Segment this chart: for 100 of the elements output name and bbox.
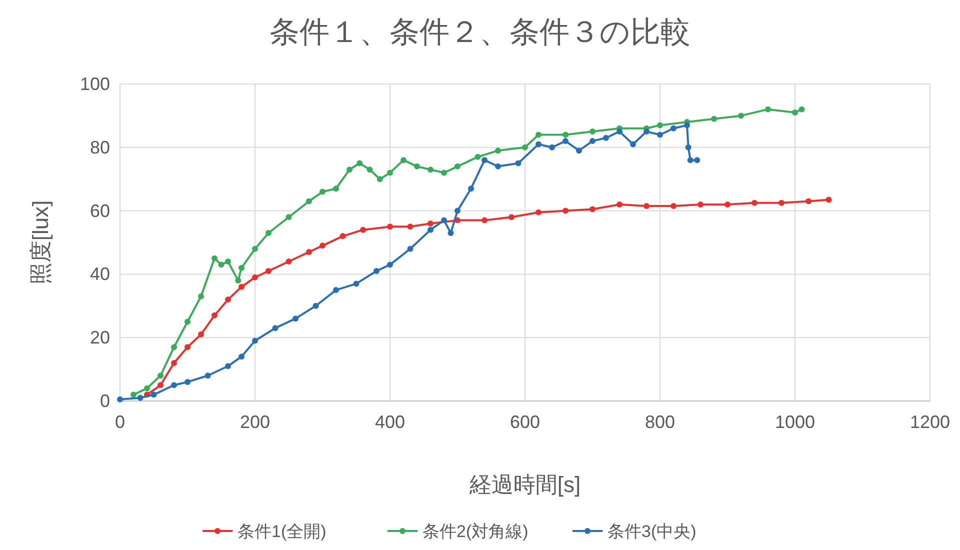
point bbox=[792, 110, 798, 116]
point bbox=[778, 200, 784, 206]
point bbox=[603, 134, 609, 141]
x-tick-label: 600 bbox=[510, 412, 540, 432]
point bbox=[441, 170, 447, 176]
legend-label: 条件3(中央) bbox=[608, 522, 696, 541]
y-tick-label: 60 bbox=[90, 200, 110, 221]
point bbox=[562, 132, 568, 138]
point bbox=[306, 249, 312, 256]
point bbox=[204, 372, 211, 379]
point bbox=[333, 287, 339, 294]
point bbox=[536, 141, 542, 148]
point bbox=[657, 132, 663, 138]
point bbox=[590, 128, 596, 135]
point bbox=[360, 226, 366, 233]
point bbox=[158, 372, 164, 379]
y-tick-label: 100 bbox=[80, 74, 110, 94]
point bbox=[482, 157, 488, 164]
point bbox=[266, 268, 272, 274]
point bbox=[474, 154, 481, 160]
point bbox=[765, 106, 771, 112]
point bbox=[374, 268, 380, 274]
point bbox=[644, 203, 650, 210]
point bbox=[306, 198, 312, 204]
point bbox=[508, 214, 514, 220]
point bbox=[576, 148, 582, 154]
point bbox=[272, 325, 278, 332]
point bbox=[590, 138, 596, 144]
point bbox=[826, 196, 832, 203]
y-tick-label: 20 bbox=[90, 328, 110, 348]
x-tick-label: 1000 bbox=[774, 412, 816, 432]
point bbox=[806, 198, 812, 204]
point bbox=[286, 258, 292, 265]
point bbox=[515, 160, 522, 166]
point bbox=[448, 230, 454, 236]
x-tick-label: 1200 bbox=[910, 412, 950, 432]
point bbox=[536, 132, 542, 138]
point bbox=[150, 392, 157, 398]
point bbox=[616, 201, 622, 208]
point bbox=[225, 363, 231, 370]
point bbox=[238, 264, 244, 271]
point bbox=[684, 122, 690, 128]
point bbox=[428, 166, 434, 173]
point bbox=[482, 217, 488, 224]
point bbox=[670, 125, 676, 132]
point bbox=[441, 217, 447, 224]
y-axis-title: 照度[lux] bbox=[28, 200, 53, 285]
point bbox=[171, 360, 177, 366]
point bbox=[353, 280, 360, 287]
point bbox=[798, 106, 805, 112]
point bbox=[235, 278, 242, 284]
point bbox=[387, 262, 393, 268]
point bbox=[184, 344, 190, 350]
legend-label: 条件1(全開) bbox=[238, 522, 326, 541]
point bbox=[387, 170, 393, 176]
point bbox=[407, 224, 414, 230]
point bbox=[562, 208, 568, 214]
point bbox=[117, 396, 123, 402]
point bbox=[184, 378, 190, 385]
point bbox=[225, 296, 231, 303]
x-tick-label: 200 bbox=[240, 412, 270, 432]
point bbox=[130, 392, 136, 398]
point bbox=[137, 394, 144, 401]
point bbox=[238, 354, 244, 360]
point bbox=[312, 302, 319, 309]
point bbox=[198, 293, 204, 300]
point bbox=[522, 144, 528, 150]
x-tick-label: 800 bbox=[644, 412, 676, 432]
x-tick-label: 400 bbox=[374, 412, 406, 432]
point bbox=[286, 214, 292, 220]
point bbox=[687, 157, 694, 164]
point bbox=[333, 186, 339, 192]
legend-label: 条件2(対角線) bbox=[422, 522, 528, 541]
point bbox=[644, 128, 650, 135]
point bbox=[724, 201, 730, 208]
point bbox=[387, 224, 393, 230]
point bbox=[616, 128, 622, 135]
x-axis-title: 経過時間[s] bbox=[468, 472, 581, 497]
point bbox=[698, 201, 704, 208]
y-tick-label: 40 bbox=[90, 264, 110, 284]
point bbox=[468, 186, 474, 192]
point bbox=[428, 220, 434, 226]
point bbox=[252, 338, 258, 344]
point bbox=[292, 316, 298, 322]
chart-title: 条件１、条件２、条件３の比較 bbox=[270, 16, 690, 49]
point bbox=[738, 112, 744, 119]
point bbox=[252, 274, 258, 280]
point bbox=[346, 166, 352, 173]
point bbox=[198, 331, 204, 338]
point bbox=[657, 122, 663, 128]
point bbox=[252, 246, 258, 252]
point bbox=[428, 226, 434, 233]
point bbox=[694, 157, 700, 164]
point bbox=[340, 233, 346, 240]
y-tick-label: 0 bbox=[100, 391, 110, 411]
point bbox=[752, 200, 758, 206]
point bbox=[184, 318, 190, 325]
point bbox=[225, 258, 231, 265]
y-tick-label: 80 bbox=[90, 137, 110, 158]
point bbox=[158, 382, 164, 388]
